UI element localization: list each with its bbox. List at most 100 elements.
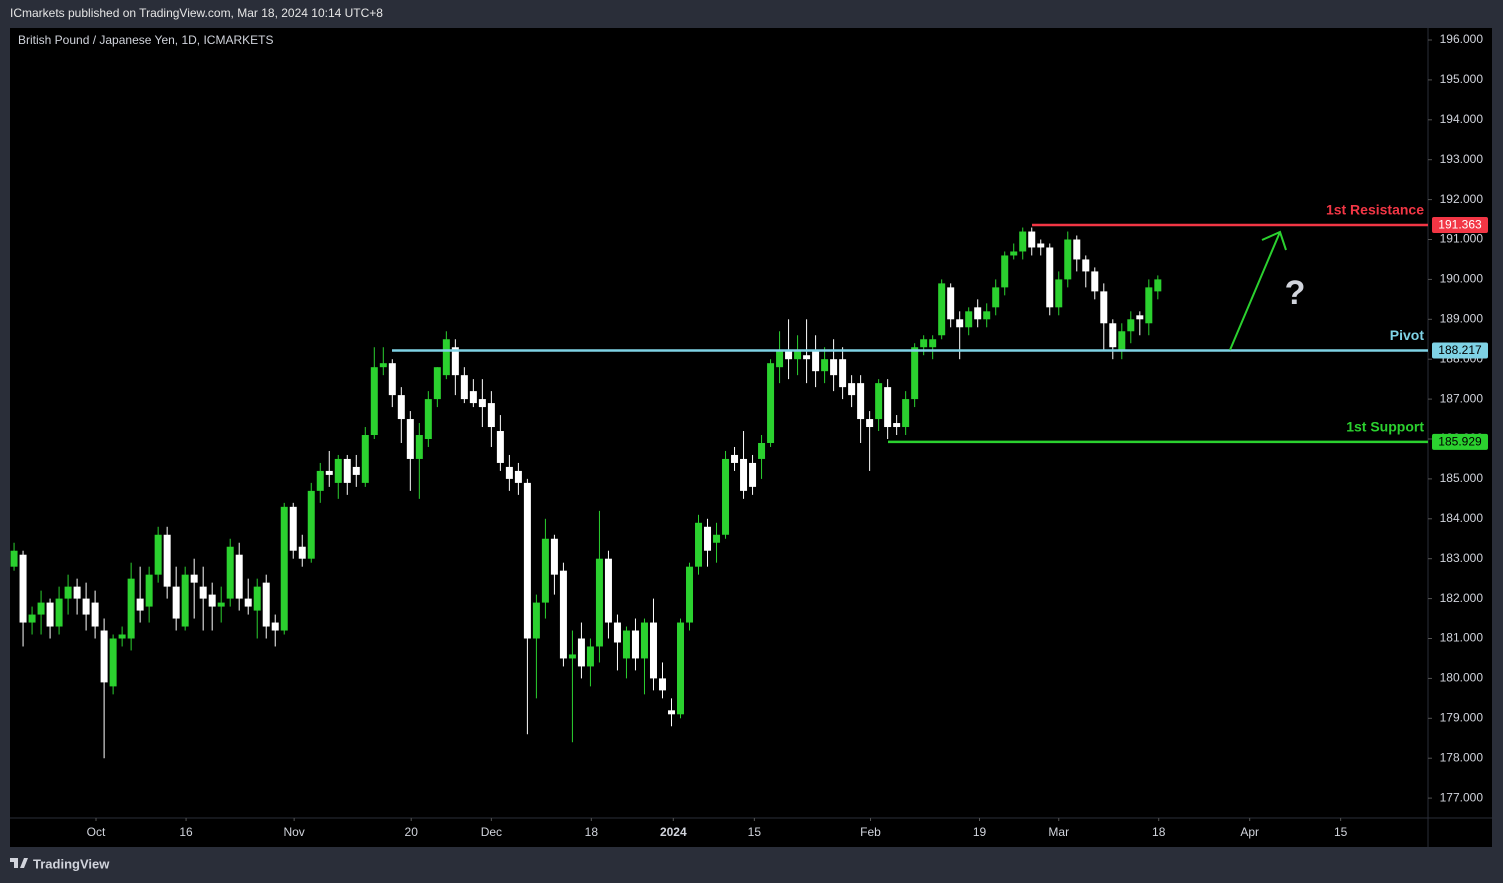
candle-body <box>1136 315 1144 320</box>
candle-body <box>199 586 207 599</box>
candle-body <box>722 458 730 535</box>
candle-body <box>893 423 901 428</box>
candle-body <box>253 586 261 611</box>
logo-icon <box>10 858 28 868</box>
tv-logo[interactable]: TradingView <box>10 856 110 871</box>
level-name: Pivot <box>1390 327 1425 343</box>
x-tick-label: Dec <box>481 825 502 839</box>
candle-body <box>487 403 495 428</box>
candle-body <box>289 506 297 551</box>
candle-body <box>884 387 892 428</box>
candle-body <box>631 630 639 659</box>
candle-body <box>640 622 648 659</box>
y-tick-label: 194.000 <box>1440 112 1484 126</box>
x-tick-label: Apr <box>1240 825 1259 839</box>
candle-body <box>613 622 621 643</box>
candle-body <box>658 678 666 691</box>
y-tick-label: 189.000 <box>1440 311 1484 325</box>
price-tag-label: 185.929 <box>1438 435 1482 449</box>
y-tick-label: 192.000 <box>1440 192 1484 206</box>
candle-body <box>433 367 441 400</box>
y-tick-label: 180.000 <box>1440 671 1484 685</box>
candle-body <box>740 458 748 491</box>
candle-body <box>1028 231 1036 248</box>
candle-body <box>478 399 486 408</box>
candle-body <box>397 395 405 420</box>
candle-body <box>127 578 135 639</box>
candle-body <box>974 307 982 320</box>
x-tick-label: Feb <box>860 825 881 839</box>
candle-body <box>181 574 189 627</box>
y-tick-label: 195.000 <box>1440 72 1484 86</box>
candle-body <box>388 363 396 396</box>
candle-body <box>334 458 342 483</box>
candle-body <box>343 458 351 483</box>
candle-body <box>235 554 243 599</box>
candle-body <box>956 319 964 328</box>
candle-body <box>767 363 775 443</box>
candle-body <box>505 466 513 479</box>
candle-body <box>271 622 279 631</box>
y-tick-label: 183.000 <box>1440 551 1484 565</box>
candle-body <box>929 339 937 348</box>
y-tick-label: 177.000 <box>1440 790 1484 804</box>
candle-body <box>244 598 252 607</box>
brand[interactable]: TradingView <box>33 856 110 871</box>
candle-body <box>280 506 288 631</box>
candle-body <box>541 538 549 603</box>
candle-body <box>686 566 694 623</box>
candle-body <box>713 534 721 543</box>
candle-body <box>866 419 874 428</box>
candle-body <box>821 359 829 372</box>
candle-body <box>307 490 315 559</box>
candle-body <box>10 550 18 567</box>
candle-body <box>983 311 991 320</box>
candle-body <box>595 558 603 647</box>
candle-body <box>1046 247 1054 308</box>
x-tick-label: 18 <box>585 825 599 839</box>
candle-body <box>1082 259 1090 272</box>
y-tick-label: 178.000 <box>1440 750 1484 764</box>
candle-body <box>190 574 198 583</box>
candle-body <box>1037 243 1045 248</box>
x-tick-label: 15 <box>748 825 762 839</box>
candle-body <box>649 622 657 679</box>
candle-body <box>604 558 612 623</box>
candle-body <box>91 602 99 627</box>
candle-body <box>830 359 838 376</box>
candle-body <box>109 638 117 687</box>
candle-body <box>424 399 432 439</box>
price-tag <box>1432 342 1488 359</box>
price-tag-label: 188.217 <box>1438 343 1482 357</box>
candle-body <box>217 602 225 607</box>
candle-body <box>1019 231 1027 252</box>
candle-body <box>550 538 558 575</box>
candle-body <box>704 526 712 551</box>
candle-body <box>803 355 811 360</box>
x-tick-label: 16 <box>179 825 193 839</box>
candle-body <box>136 598 144 611</box>
candle-body <box>298 546 306 559</box>
candle-body <box>965 311 973 328</box>
candle-body <box>559 570 567 659</box>
candle-body <box>28 614 36 623</box>
y-tick-label: 187.000 <box>1440 391 1484 405</box>
candle-body <box>442 339 450 376</box>
candle-body <box>749 462 757 487</box>
candle-body <box>848 383 856 396</box>
candle-body <box>1064 239 1072 280</box>
y-tick-label: 182.000 <box>1440 591 1484 605</box>
candle-body <box>1073 239 1081 260</box>
chart-title: British Pound / Japanese Yen, 1D, ICMARK… <box>18 33 273 47</box>
candle-body <box>1145 287 1153 324</box>
chart-area <box>10 28 1492 847</box>
candle-body <box>469 391 477 404</box>
candle-body <box>1118 331 1126 352</box>
candle-body <box>73 586 81 599</box>
y-tick-label: 193.000 <box>1440 152 1484 166</box>
candle-body <box>911 347 919 400</box>
publish-info: ICmarkets published on TradingView.com, … <box>10 6 383 20</box>
candle-body <box>451 347 459 376</box>
